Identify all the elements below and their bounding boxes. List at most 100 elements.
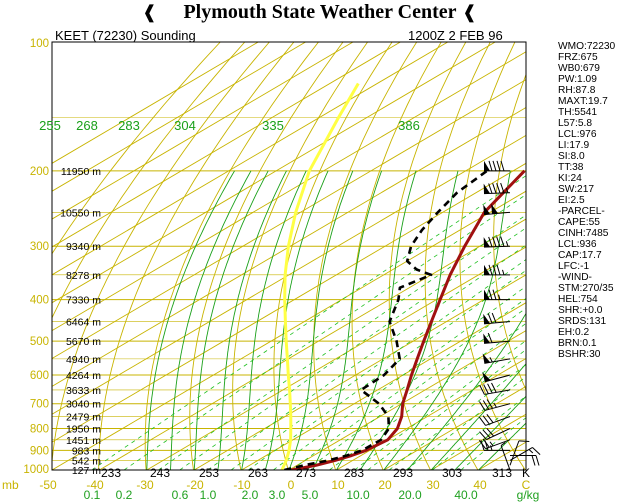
wind-barb xyxy=(483,236,511,248)
mixing-ratio-line xyxy=(367,349,526,470)
wind-barb xyxy=(500,442,511,471)
mixing-ratio-label: 3.0 xyxy=(269,488,286,502)
temperature-tick-label: -50 xyxy=(39,478,57,492)
wind-barb-feather xyxy=(492,236,497,247)
isotherm-line xyxy=(288,330,526,470)
wind-barb xyxy=(483,182,511,195)
height-label: 4264 m xyxy=(66,370,101,382)
equivalent-potential-temperature-label: 335 xyxy=(262,118,284,133)
moist-adiabat-line xyxy=(430,363,526,470)
isotherm-line xyxy=(241,302,526,470)
dry-adiabat-line xyxy=(388,42,467,470)
moist-adiabat-line xyxy=(288,170,354,470)
pressure-tick-label: 400 xyxy=(30,295,49,307)
stability-index-line: WMO:72230 xyxy=(558,41,616,52)
pressure-tick-label: 200 xyxy=(30,166,49,178)
wind-barb-staff xyxy=(484,403,511,411)
wind-barb-pennant xyxy=(483,237,491,248)
wind-barb-half-feather xyxy=(502,269,505,276)
wind-barb-feather xyxy=(488,183,493,194)
mixing-ratio-line xyxy=(432,395,526,470)
pressure-unit-label: mb xyxy=(2,478,19,492)
wind-barb-staff xyxy=(485,416,511,426)
wind-barb xyxy=(478,414,511,426)
height-label: 3040 m xyxy=(66,399,101,411)
wind-barb-pennant xyxy=(484,289,490,300)
temperature-tick-label: 40 xyxy=(473,478,487,492)
potential-temperature-label: 283 xyxy=(344,466,364,480)
potential-temperature-label: 303 xyxy=(442,466,462,480)
height-label: 10550 m xyxy=(60,207,101,219)
potential-temperature-label: 273 xyxy=(296,466,316,480)
potential-temperature-label: 233 xyxy=(101,466,121,480)
isotherm-line xyxy=(99,218,526,470)
mixing-ratio-line xyxy=(91,175,526,470)
moist-adiabat-line xyxy=(359,170,459,470)
wind-barb-feather xyxy=(532,447,541,455)
temperature-tick-label: 10 xyxy=(331,478,345,492)
potential-temperature-label: 313 xyxy=(492,466,512,480)
isotherm-line xyxy=(52,42,496,304)
isotherm-line xyxy=(193,274,526,470)
stability-index-line: SI:8.0 xyxy=(558,151,585,162)
stability-index-line: TT:38 xyxy=(558,162,584,173)
isotherm-line xyxy=(52,51,526,332)
wind-barb-pennant xyxy=(482,353,491,364)
wind-barb-feather xyxy=(482,400,490,410)
wind-barb-pennant xyxy=(491,203,499,214)
wind-barb-feather xyxy=(492,289,497,300)
mixing-ratio-line xyxy=(388,364,526,470)
wind-barb-feather xyxy=(496,264,501,276)
isotherm-line xyxy=(52,107,526,387)
isotherm-line xyxy=(383,385,526,470)
moist-adiabat-line xyxy=(146,170,235,470)
moist-adiabat-line xyxy=(312,170,383,470)
wind-barb-half-feather xyxy=(505,187,509,193)
moist-adiabat-line xyxy=(217,170,287,470)
temperature-tick-label: -20 xyxy=(186,478,204,492)
sounding-traces xyxy=(280,82,526,470)
height-label: 9340 m xyxy=(66,241,101,253)
stability-index-line: SHR:+0.0 xyxy=(558,305,603,316)
mixing-ratio-line xyxy=(354,340,526,470)
stability-index-line: LCL:936 xyxy=(558,239,597,250)
mixing-ratio-label: 2.0 xyxy=(242,488,259,502)
wind-barb-staff xyxy=(509,440,520,466)
wind-barb-feather xyxy=(479,431,487,440)
wind-barb-feather xyxy=(488,160,493,171)
isotherm-line xyxy=(52,42,401,248)
temperature-trace xyxy=(291,169,526,470)
wind-barb-feather xyxy=(482,438,490,448)
stability-index-line: MAXT:19.7 xyxy=(558,96,608,107)
height-label: 6464 m xyxy=(66,317,101,329)
stability-index-line: BRN:0.1 xyxy=(558,338,597,349)
mixing-ratio-label: 0.6 xyxy=(172,488,189,502)
potential-temperature-label: 263 xyxy=(248,466,268,480)
temperature-tick-label: -40 xyxy=(86,478,104,492)
dry-adiabat-line xyxy=(232,42,368,470)
equivalent-potential-temperature-label: 283 xyxy=(118,118,140,133)
sounding-time: 1200Z 2 FEB 96 xyxy=(408,28,503,43)
height-label: 8278 m xyxy=(66,270,101,282)
equivalent-potential-temperature-label: 268 xyxy=(76,118,98,133)
stability-index-line: EH:0.2 xyxy=(558,327,590,338)
mixing-ratio-label: 5.0 xyxy=(302,488,319,502)
wind-barb-half-feather xyxy=(498,294,501,300)
plot-frame xyxy=(51,41,527,471)
mixing-ratio-label: 20.0 xyxy=(398,488,422,502)
moist-adiabat-line xyxy=(170,170,252,470)
wind-barb-staff xyxy=(486,428,511,440)
height-label: 983 m xyxy=(72,445,101,457)
isotherm-line xyxy=(52,79,526,359)
potential-temperature-label: 243 xyxy=(150,466,170,480)
dry-adiabat-line xyxy=(98,42,295,470)
stability-index-line: LCL:976 xyxy=(558,129,597,140)
wind-barb-feather xyxy=(487,383,493,394)
wind-barb xyxy=(510,455,540,466)
stability-index-line: TH:5541 xyxy=(558,107,598,118)
stability-index-line: HEL:754 xyxy=(558,294,598,305)
wind-barb-feather xyxy=(486,399,494,409)
potential-temperature-label: 293 xyxy=(393,466,413,480)
wind-barb-staff xyxy=(500,445,511,471)
